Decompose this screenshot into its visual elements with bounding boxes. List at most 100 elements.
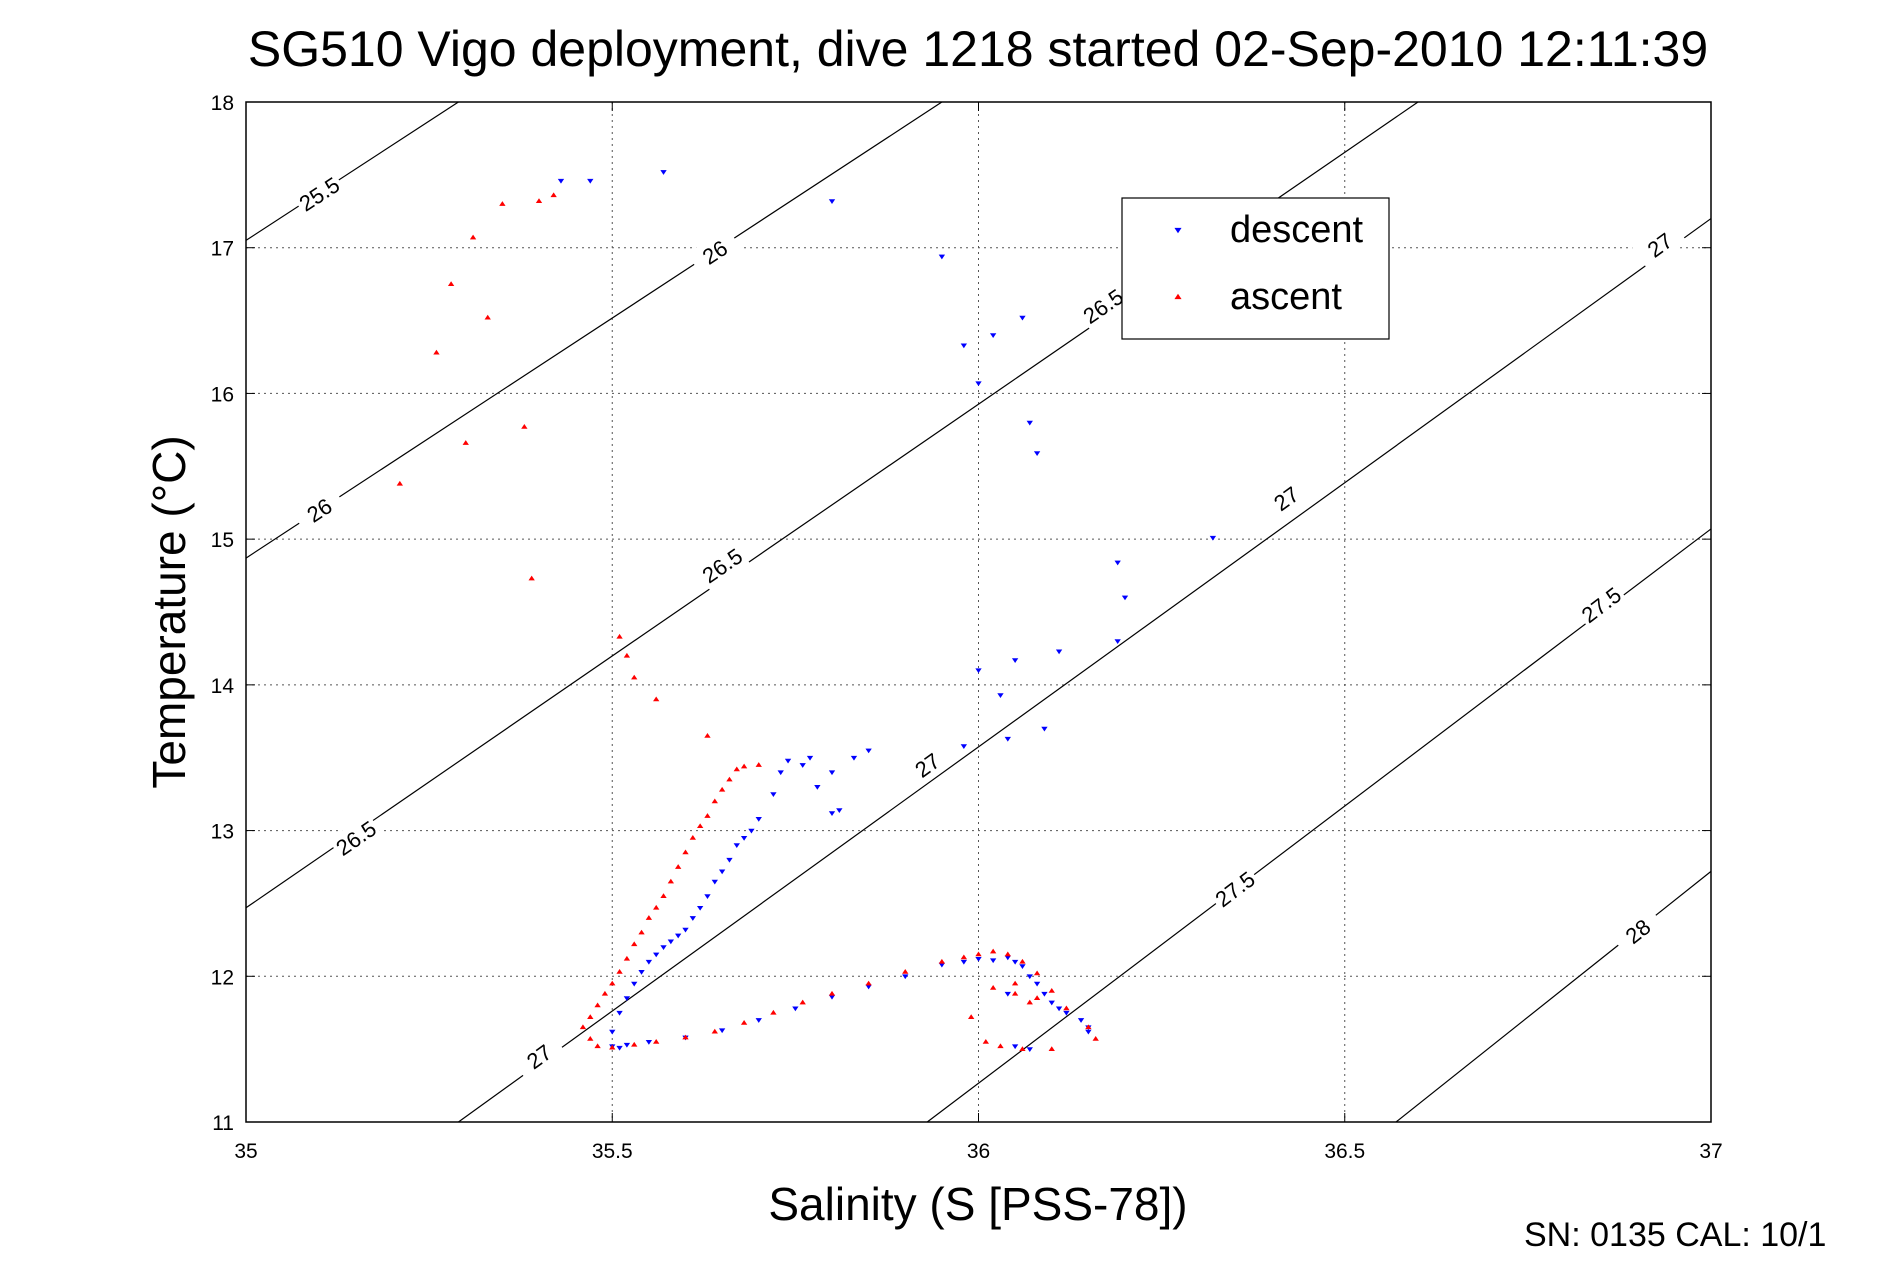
descent-point: [806, 755, 814, 761]
ascent-point: [1011, 980, 1019, 986]
ascent-point: [447, 281, 455, 287]
descent-point: [938, 254, 946, 260]
ascent-point: [594, 1043, 601, 1049]
contour-label-bg: [1573, 579, 1629, 631]
ascent-point: [682, 849, 689, 855]
descent-point: [1011, 658, 1019, 663]
descent-point: [828, 199, 836, 204]
descent-point: [1019, 964, 1026, 969]
ascent-point: [653, 696, 660, 702]
ascent-point: [711, 1028, 718, 1034]
descent-point: [616, 1010, 623, 1016]
ascent-point: [1063, 1005, 1070, 1011]
descent-point: [784, 758, 792, 764]
descent-point: [718, 869, 726, 875]
ascent-point: [587, 1014, 594, 1019]
ascent-point: [711, 798, 718, 804]
ascent-point: [755, 762, 762, 767]
descent-point: [667, 939, 675, 945]
ascent-point: [704, 732, 711, 738]
descent-point: [792, 1006, 799, 1012]
descent-point: [1011, 1044, 1019, 1050]
descent-point: [1085, 1029, 1092, 1035]
descent-point: [1026, 420, 1033, 426]
y-tick-label: 17: [211, 238, 234, 261]
descent-point: [660, 170, 667, 175]
ascent-point: [1011, 990, 1019, 996]
legend-marker-ascent: [1174, 293, 1182, 300]
descent-point: [755, 1018, 762, 1023]
descent-point: [777, 770, 784, 776]
contour-label-bg: [687, 227, 743, 277]
legend-label-ascent: ascent: [1230, 276, 1342, 318]
ascent-point: [601, 990, 609, 996]
contour-line: [245, 101, 459, 241]
ascent-point: [1048, 987, 1055, 993]
descent-point: [1004, 955, 1011, 961]
descent-point: [616, 1045, 623, 1051]
y-tick-label: 18: [211, 92, 234, 115]
ascent-point: [660, 893, 667, 899]
descent-point: [1041, 991, 1048, 997]
series-ascent: [396, 192, 1099, 1052]
x-tick-label: 37: [1699, 1140, 1722, 1163]
descent-point: [1077, 1018, 1085, 1023]
ascent-point: [689, 834, 696, 840]
x-tick-label: 36: [967, 1140, 990, 1163]
descent-point: [902, 974, 909, 980]
descent-point: [557, 178, 565, 184]
ascent-point: [396, 480, 403, 486]
ascent-point: [550, 192, 557, 198]
ascent-point: [535, 198, 543, 203]
descent-point: [1033, 451, 1041, 457]
descent-point: [696, 905, 704, 911]
ascent-point: [653, 1038, 660, 1044]
descent-point: [718, 1028, 726, 1034]
descent-point: [1026, 1047, 1033, 1053]
descent-point: [960, 959, 968, 965]
y-tick-label: 13: [211, 821, 234, 844]
ascent-point: [704, 813, 711, 818]
ascent-point: [462, 440, 469, 445]
descent-point: [623, 996, 631, 1002]
x-tick-label: 35: [234, 1140, 257, 1163]
y-tick-label: 12: [211, 966, 234, 989]
ascent-point: [594, 1002, 601, 1008]
contour-line: [458, 218, 1712, 1123]
descent-point: [975, 956, 982, 962]
ascent-point: [1048, 1046, 1055, 1052]
descent-point: [609, 1029, 616, 1035]
x-tick-label: 36.5: [1324, 1140, 1365, 1163]
contour-line: [926, 528, 1712, 1123]
contour-label-bg: [1075, 280, 1131, 332]
ascent-point: [484, 314, 491, 320]
descent-point: [960, 744, 968, 749]
ascent-point: [682, 1034, 689, 1040]
x-tick-label: 35.5: [592, 1140, 633, 1163]
descent-point: [1055, 1006, 1063, 1012]
descent-point: [733, 843, 740, 849]
ascent-point: [638, 929, 645, 935]
contour-label-bg: [291, 485, 347, 535]
descent-point: [1121, 595, 1129, 601]
descent-point: [623, 1042, 631, 1048]
ascent-point: [770, 1009, 777, 1015]
ascent-point: [675, 864, 682, 869]
ascent-point: [960, 954, 968, 960]
descent-point: [1048, 1000, 1055, 1006]
grid: [246, 102, 1711, 1122]
descent-point: [850, 755, 858, 761]
ascent-point: [1019, 1046, 1026, 1052]
contour-label-bg: [1610, 905, 1666, 958]
ascent-point: [623, 955, 631, 961]
descent-point: [653, 952, 660, 958]
descent-point: [828, 811, 836, 816]
descent-point: [1055, 649, 1063, 655]
descent-point: [836, 808, 843, 814]
descent-point: [675, 933, 682, 939]
footer-serial: SN: 0135 CAL: 10/1: [1524, 1216, 1826, 1254]
descent-point: [645, 1039, 653, 1045]
descent-point: [1011, 959, 1019, 965]
chart-title: SG510 Vigo deployment, dive 1218 started…: [248, 21, 1708, 77]
